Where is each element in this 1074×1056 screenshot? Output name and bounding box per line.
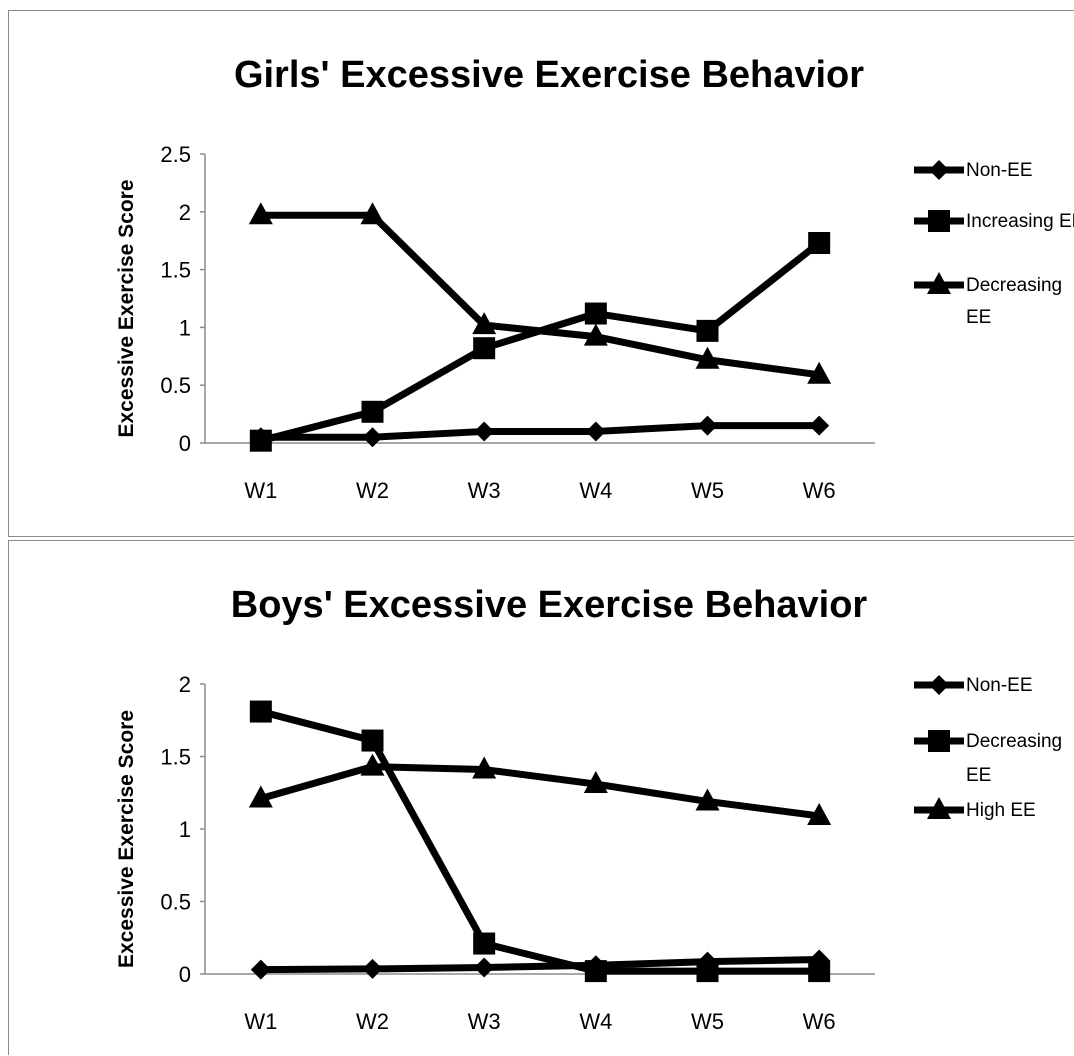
girls-data-point [585,421,606,442]
legend-label: Non-EE [966,675,1033,696]
boys-data-point [361,729,384,752]
legend-marker [927,797,951,819]
legend-label: Non-EE [966,160,1033,181]
legend-label: Decreasing [966,275,1062,296]
girls-series-line [260,211,820,379]
girls-y-tick-label: 2 [179,200,191,225]
girls-y-tick-label: 1 [179,315,191,340]
boys-chart-svg: Boys' Excessive Exercise Behavior 0 0.5 1 1.… [115,584,1062,1034]
girls-data-point [696,319,719,342]
girls-data-point [807,361,832,384]
girls-data-point [360,202,385,225]
boys-data-point [362,958,383,979]
legend-label: Increasing EE [966,211,1074,232]
boys-data-point [249,700,272,723]
legend-label: Decreasing [966,731,1062,752]
girls-x-tick-label: W1 [244,478,277,503]
girls-x-tick-label: W3 [468,478,501,503]
girls-x-tick-label: W6 [803,478,836,503]
girls-data-point [361,400,384,423]
girls-data-point [697,415,718,436]
legend-marker [928,730,950,752]
boys-x-tick-label: W4 [579,1009,612,1034]
girls-chart-svg: Girls' Excessive Exercise Behavior 0 0.5 1 1… [115,54,1074,503]
boys-data-point [360,753,385,776]
girls-y-tick-label: 2.5 [160,142,191,167]
legend-label: EE [966,307,991,328]
boys-y-tick-label: 1.5 [160,745,191,770]
girls-data-point [808,232,831,255]
girls-y-tick-label: 0 [179,431,191,456]
girls-data-point [248,202,273,225]
girls-data-point [249,429,272,452]
boys-x-tick-label: W5 [691,1009,724,1034]
legend-label: EE [966,765,991,786]
girls-y-tick-label: 0.5 [160,373,191,398]
boys-y-axis-label: Excessive Exercise Score [115,710,138,968]
boys-x-tick-label: W2 [356,1009,389,1034]
girls-x-tick-label: W2 [356,478,389,503]
girls-x-tick-label: W5 [691,478,724,503]
girls-series-increasing-ee [249,232,831,452]
girls-data-point [809,415,830,436]
girls-data-point [583,323,608,346]
legend-marker [928,210,950,232]
boys-series-line [259,763,820,820]
boys-data-point [808,960,831,983]
boys-x-tick-label: W1 [244,1009,277,1034]
legend-marker [929,160,949,180]
boys-data-point [696,960,719,983]
boys-series-line [259,708,820,975]
legend-label: High EE [966,800,1036,821]
girls-data-point [695,346,720,369]
boys-data-point [472,756,497,779]
legend-marker [929,675,949,695]
boys-legend-item: Non-EE [914,675,1033,696]
girls-series-line [259,240,822,445]
boys-data-point [250,959,271,980]
boys-chart-panel: Boys' Excessive Exercise Behavior 0 0.5 1 1.… [8,540,1074,1055]
boys-x-tick-label: W6 [803,1009,836,1034]
boys-y-tick-label: 0.5 [160,890,191,915]
boys-data-point [807,802,832,825]
girls-data-point [472,312,497,335]
boys-legend-item: Decreasing EE [914,730,1062,786]
boys-data-point [583,771,608,794]
girls-data-point [474,421,495,442]
boys-series-line [260,956,820,974]
girls-data-point [584,302,607,325]
girls-legend-item: Decreasing EE [914,272,1062,328]
boys-data-point [584,960,607,983]
boys-series-decreasing-ee [249,700,831,983]
legend-marker [927,272,951,294]
boys-data-point [248,785,273,808]
boys-data-point [473,932,496,955]
girls-legend-item: Non-EE [914,160,1033,181]
boys-legend-item: High EE [914,797,1036,821]
girls-series-line [260,422,820,441]
boys-data-point [474,957,495,978]
boys-series-high-ee [248,753,832,825]
girls-y-axis-label: Excessive Exercise Score [115,179,138,437]
girls-series-decreasing-ee [248,202,832,384]
boys-chart-title: Boys' Excessive Exercise Behavior [231,584,868,626]
boys-y-tick-label: 1 [179,817,191,842]
girls-chart-panel: Girls' Excessive Exercise Behavior 0 0.5 1 1… [8,10,1074,537]
girls-series-non-ee [250,415,830,448]
boys-data-point [695,788,720,811]
girls-legend-item: Increasing EE [914,210,1074,232]
girls-chart-title: Girls' Excessive Exercise Behavior [234,54,864,96]
girls-y-tick-label: 1.5 [160,258,191,283]
boys-y-tick-label: 2 [179,672,191,697]
boys-x-tick-label: W3 [468,1009,501,1034]
girls-data-point [473,337,496,360]
girls-data-point [362,427,383,448]
boys-y-tick-label: 0 [179,962,191,987]
girls-x-tick-label: W4 [579,478,612,503]
